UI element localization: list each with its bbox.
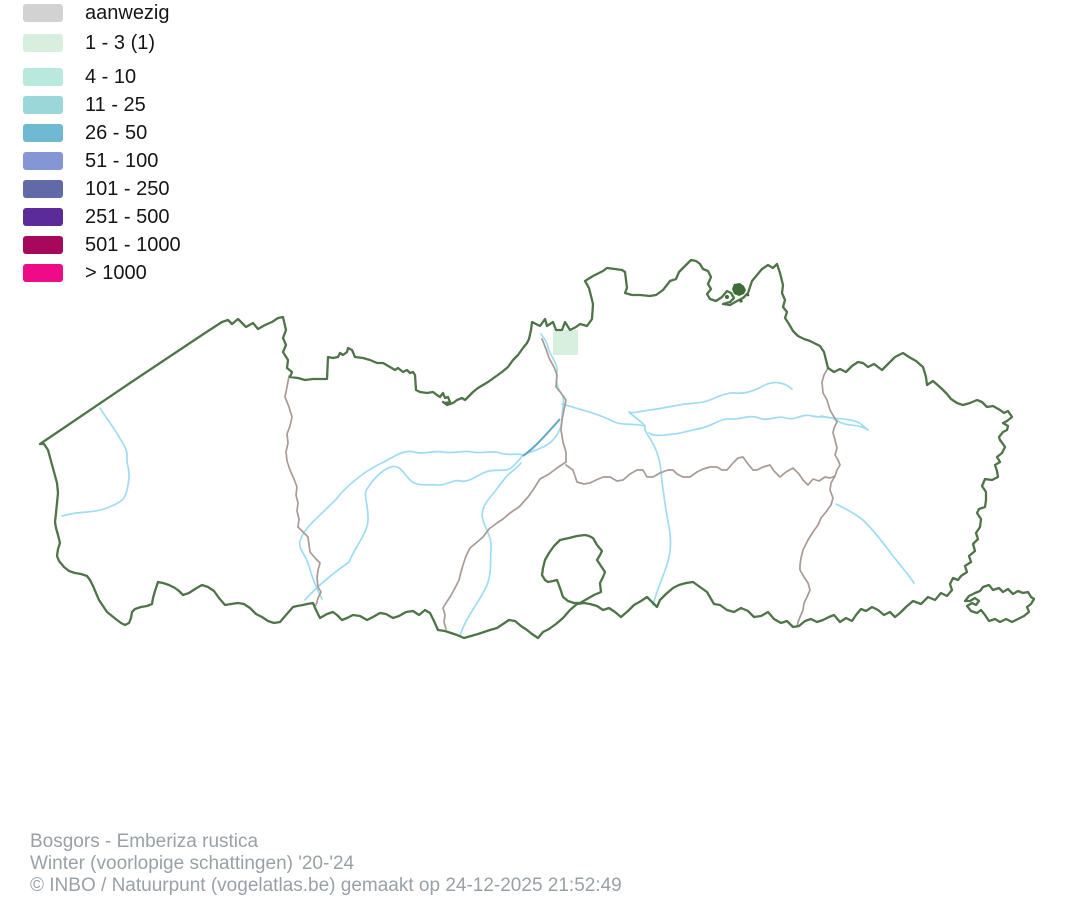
province-border-antwerp-limburg [821,367,841,477]
river-zenne-dijle [643,425,672,606]
legend-swatch [23,34,63,52]
observation-cell [553,330,578,355]
river-leie [304,454,524,601]
legend-item: 11 - 25 [23,94,146,116]
canal-ghent [522,418,561,457]
legend-item: 101 - 250 [23,178,170,200]
legend-label: 101 - 250 [85,178,170,200]
voeren-exclave-outline [963,583,1036,624]
legend-label: 4 - 10 [85,66,137,88]
baarle-enclave-dot [725,295,729,299]
baarle-hertog-enclaves [725,283,750,303]
legend-swatch [23,4,63,22]
legend-item: 1 - 3 (1) [23,32,155,54]
legend-label: 251 - 500 [85,206,170,228]
legend-swatch [23,264,63,282]
flanders-region-outline [38,258,1014,640]
legend-item: 251 - 500 [23,206,170,228]
province-border-eastflanders-brabant [442,461,567,630]
province-border-eastflanders-antwerp [541,338,567,463]
river-kleine-nete [628,381,793,427]
legend-item: 51 - 100 [23,150,158,172]
legend-item: 26 - 50 [23,122,147,144]
season-subtitle: Winter (voorlopige schattingen) '20-'24 [30,853,355,874]
river-scheldt-upper [298,450,524,600]
legend-label: 11 - 25 [85,94,146,116]
legend-swatch [23,236,63,254]
legend-label: 51 - 100 [85,150,159,172]
copyright-line: © INBO / Natuurpunt (vogelatlas.be) gema… [30,875,622,896]
baarle-enclave-dot [746,293,750,297]
legend-label: 501 - 1000 [85,234,181,256]
legend-label: aanwezig [85,2,170,24]
river-demer [648,414,869,437]
legend-swatch [23,68,63,86]
province-border-brabant-limburg [796,475,836,628]
legend-swatch [23,96,63,114]
legend-item: > 1000 [23,262,147,284]
legend-label: 1 - 3 (1) [85,32,156,54]
river-dender [459,462,522,637]
legend-swatch [23,208,63,226]
river-rupel [561,403,646,427]
province-border-west-east-flanders [284,375,322,606]
species-title: Bosgors - Emberiza rustica [30,831,259,852]
legend-label: 26 - 50 [85,122,148,144]
baarle-enclave-dot [739,299,743,303]
legend-item: aanwezig [23,2,170,24]
river-ijzer [61,407,131,517]
province-border-antwerp-brabant [565,456,836,486]
legend-label: > 1000 [85,262,147,284]
brussels-region-hole-outline [540,533,607,605]
legend-item: 501 - 1000 [23,234,181,256]
legend-swatch [23,180,63,198]
map-caption: Bosgors - Emberiza rustica Winter (voorl… [30,831,622,897]
legend-item: 4 - 10 [23,66,136,88]
legend-swatch [23,152,63,170]
legend-swatch [23,124,63,142]
baarle-enclave-main [732,283,746,296]
river-maas [835,503,915,584]
